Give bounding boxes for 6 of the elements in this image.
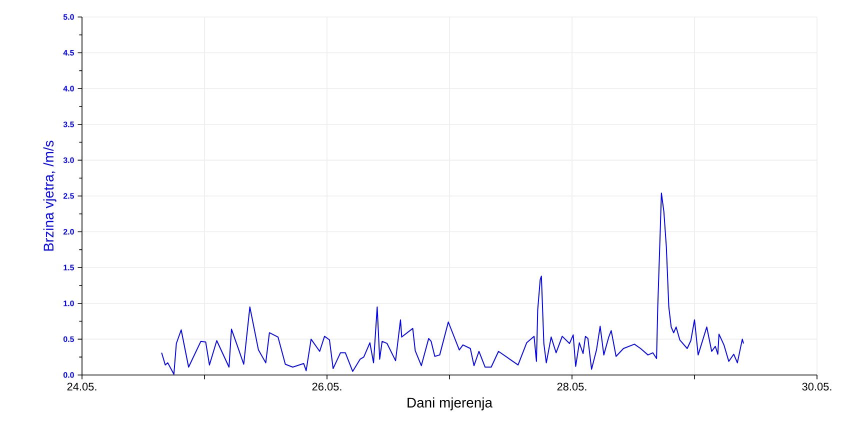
x-tick-label: 28.05. (557, 382, 586, 391)
x-tick-label: 26.05. (312, 382, 342, 391)
x-tick-label: 30.05. (802, 382, 832, 391)
y-axis-title: Brzina vjetra, /m/s (43, 140, 56, 251)
x-axis-title: Dani mjerenja (408, 397, 493, 410)
x-tick-label: 24.05. (67, 382, 96, 391)
